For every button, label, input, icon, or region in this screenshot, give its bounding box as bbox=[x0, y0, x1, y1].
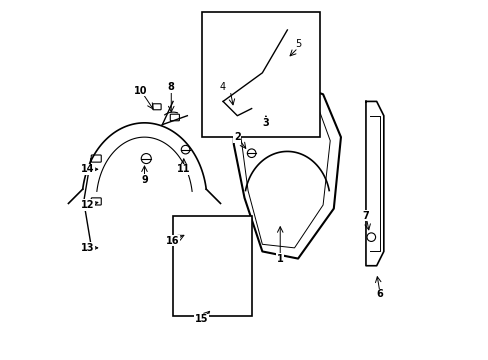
Text: 1: 1 bbox=[276, 253, 283, 264]
Bar bbox=[173, 216, 251, 316]
Text: 3: 3 bbox=[262, 118, 269, 128]
Text: 5: 5 bbox=[294, 39, 301, 49]
Text: 2: 2 bbox=[233, 132, 240, 142]
Text: 9: 9 bbox=[141, 175, 147, 185]
Text: 8: 8 bbox=[167, 82, 174, 92]
Text: 12: 12 bbox=[81, 200, 94, 210]
Text: 11: 11 bbox=[177, 164, 190, 174]
Text: 6: 6 bbox=[376, 289, 383, 299]
Text: 10: 10 bbox=[134, 86, 147, 96]
Text: 7: 7 bbox=[362, 211, 368, 221]
Text: 4: 4 bbox=[220, 82, 225, 92]
Text: 14: 14 bbox=[81, 164, 94, 174]
Bar bbox=[201, 12, 319, 137]
Text: 16: 16 bbox=[166, 236, 180, 246]
Text: 13: 13 bbox=[81, 243, 94, 253]
Text: 15: 15 bbox=[195, 314, 208, 324]
